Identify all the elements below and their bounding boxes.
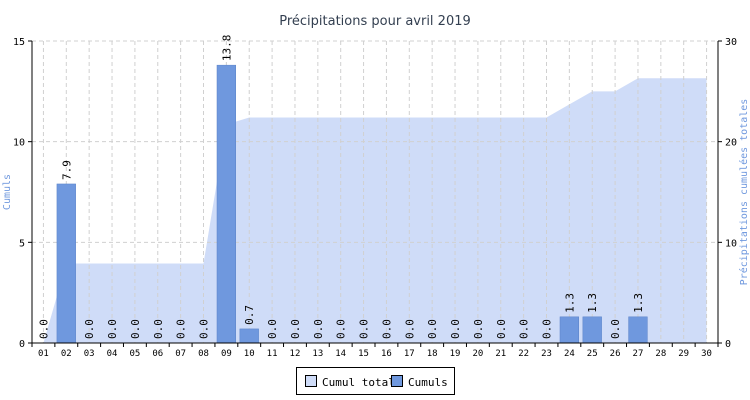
bar-value-label: 0.0 [449,319,462,339]
bar-value-label: 0.0 [358,319,371,339]
x-tick-label: 29 [678,349,689,359]
bar-value-label: 13.8 [220,35,233,62]
bar-value-label: 0.0 [518,319,531,339]
x-tick-label: 16 [381,349,392,359]
x-tick-label: 28 [655,349,666,359]
bar-value-label: 0.0 [129,319,142,339]
bar-value-label: 0.0 [335,319,348,339]
x-tick-label: 15 [358,349,369,359]
x-tick-label: 13 [312,349,323,359]
legend-swatch-cumuls [391,375,403,387]
x-tick-label: 27 [633,349,644,359]
x-tick-label: 01 [38,349,49,359]
x-tick-label: 11 [267,349,278,359]
x-tick-label: 06 [152,349,163,359]
x-tick-label: 21 [495,349,506,359]
legend-label: Cumul total [322,376,395,389]
y-axis-title-left: Cumuls [2,174,13,210]
bar-value-label: 0.0 [106,319,119,339]
bar-value-label: 0.0 [37,319,50,339]
legend: Cumul total Cumuls [296,367,455,395]
bar-value-label: 0.0 [426,319,439,339]
x-tick-label: 22 [518,349,529,359]
bar-value-label: 0.0 [403,319,416,339]
legend-label: Cumuls [408,376,448,389]
x-tick-label: 03 [84,349,95,359]
bar-value-label: 0.0 [495,319,508,339]
bar-value-label: 0.0 [472,319,485,339]
x-tick-label: 24 [564,349,575,359]
bar-cumuls [239,328,259,344]
y-tick-label-right: 10 [725,238,737,249]
cumul-total-area [43,78,707,343]
x-tick-label: 05 [129,349,140,359]
bar-value-label: 0.0 [312,319,325,339]
bar-cumuls [559,316,579,344]
y-tick-label-left: 5 [19,238,25,249]
legend-item-cumul-total: Cumul total [305,375,395,389]
bar-value-label: 0.0 [609,319,622,339]
y-tick-label-right: 20 [725,138,737,149]
bar-cumuls [56,183,76,344]
y-axis-title-right: Précipitations cumulées totales [738,99,750,286]
x-tick-label: 09 [221,349,232,359]
bar-value-label: 0.0 [198,319,211,339]
x-tick-label: 10 [244,349,255,359]
chart-title: Précipitations pour avril 2019 [279,14,471,29]
x-tick-label: 07 [175,349,186,359]
y-tick-label-left: 0 [19,339,25,350]
x-tick-label: 20 [472,349,483,359]
x-tick-label: 02 [61,349,72,359]
y-tick-label-right: 30 [725,37,737,48]
bar-value-label: 1.3 [563,293,576,313]
x-tick-label: 30 [701,349,712,359]
x-tick-label: 17 [404,349,415,359]
x-tick-label: 25 [587,349,598,359]
bar-cumuls [582,316,602,344]
bar-value-label: 0.0 [175,319,188,339]
bar-value-label: 0.7 [243,305,256,325]
x-tick-label: 14 [335,349,346,359]
x-tick-label: 19 [450,349,461,359]
x-tick-label: 18 [427,349,438,359]
bar-value-label: 0.0 [541,319,554,339]
legend-item-cumuls: Cumuls [391,375,448,389]
x-tick-label: 26 [610,349,621,359]
bar-value-label: 0.0 [266,319,279,339]
bar-value-label: 0.0 [380,319,393,339]
bar-value-label: 1.3 [586,293,599,313]
bar-cumuls [216,64,236,344]
bar-value-label: 0.0 [289,319,302,339]
legend-swatch-cumul-total [305,375,317,387]
bar-value-label: 7.9 [60,160,73,180]
y-tick-label-left: 10 [13,138,25,149]
bar-value-label: 1.3 [632,293,645,313]
x-tick-label: 23 [541,349,552,359]
bar-value-label: 0.0 [152,319,165,339]
x-tick-label: 04 [107,349,118,359]
y-tick-label-left: 15 [13,37,25,48]
y-tick-label-right: 0 [725,339,731,350]
bar-cumuls [628,316,648,344]
x-tick-label: 12 [290,349,301,359]
x-tick-label: 08 [198,349,209,359]
bar-value-label: 0.0 [83,319,96,339]
